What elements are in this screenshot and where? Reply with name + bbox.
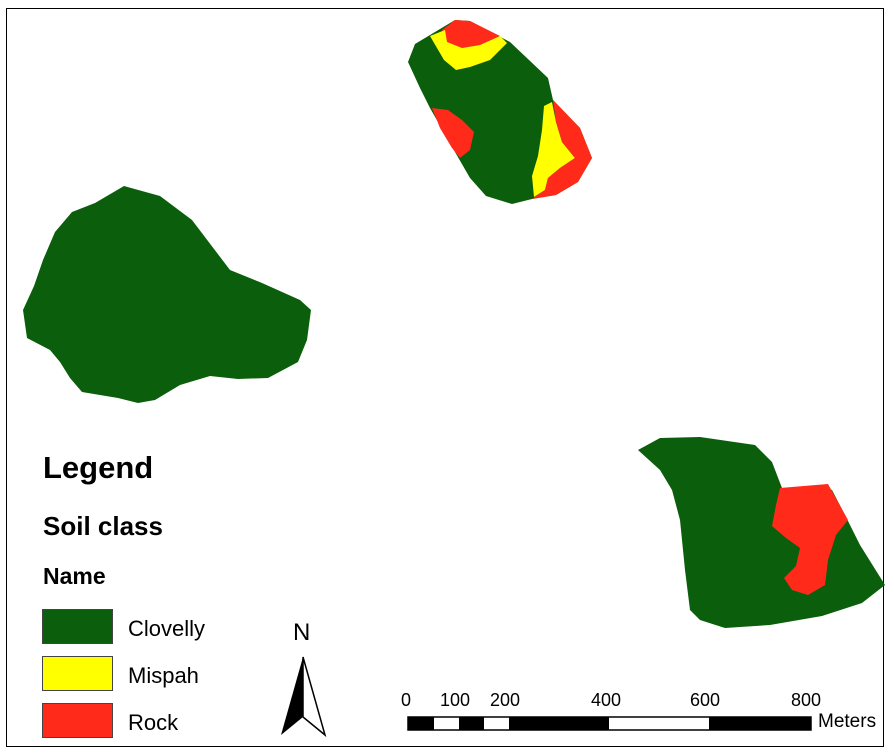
legend-swatch-clovelly xyxy=(42,609,113,644)
scale-bar-inner-white xyxy=(436,720,457,727)
scale-tick-label: 400 xyxy=(591,690,622,710)
legend-title: Legend xyxy=(43,450,154,485)
north-arrow-left-half xyxy=(281,657,303,735)
scale-tick-label: 100 xyxy=(440,690,471,710)
scale-units: Meters xyxy=(818,711,877,732)
scale-bar-segment xyxy=(509,717,609,730)
parcel-north-mispah-right xyxy=(532,102,575,197)
legend-label-mispah: Mispah xyxy=(128,663,199,688)
scale-tick-label: 200 xyxy=(490,690,521,710)
legend-field-name: Name xyxy=(43,563,106,589)
parcel-north-rock-right xyxy=(532,100,592,199)
scale-tick-label: 600 xyxy=(690,690,721,710)
legend-swatch-mispah xyxy=(42,656,113,691)
north-arrow-label: N xyxy=(293,619,311,646)
legend-label-clovelly: Clovelly xyxy=(128,616,206,641)
scale-tick-label: 800 xyxy=(791,690,822,710)
scale-bar-segment xyxy=(408,717,434,730)
scale-bar-segment xyxy=(459,717,484,730)
scale-bar xyxy=(407,716,812,731)
scale-bar-segment xyxy=(709,717,811,730)
legend-swatch-rock xyxy=(42,703,113,738)
north-arrow-right-half xyxy=(302,656,327,738)
parcel-southeast-rock xyxy=(772,484,848,595)
parcel-north-rock-top xyxy=(442,20,500,48)
parcel-southeast-clovelly xyxy=(638,437,885,628)
parcel-west-clovelly xyxy=(23,186,311,403)
scale-bar-inner-white xyxy=(611,720,707,727)
legend-layer-name: Soil class xyxy=(43,511,163,541)
scale-bar-inner-white xyxy=(486,720,507,727)
parcel-north-mispah-top xyxy=(430,30,507,70)
north-arrow xyxy=(281,656,327,738)
scale-tick-label: 0 xyxy=(401,690,412,710)
parcel-north-rock-left xyxy=(432,108,474,158)
legend-label-rock: Rock xyxy=(128,710,179,735)
